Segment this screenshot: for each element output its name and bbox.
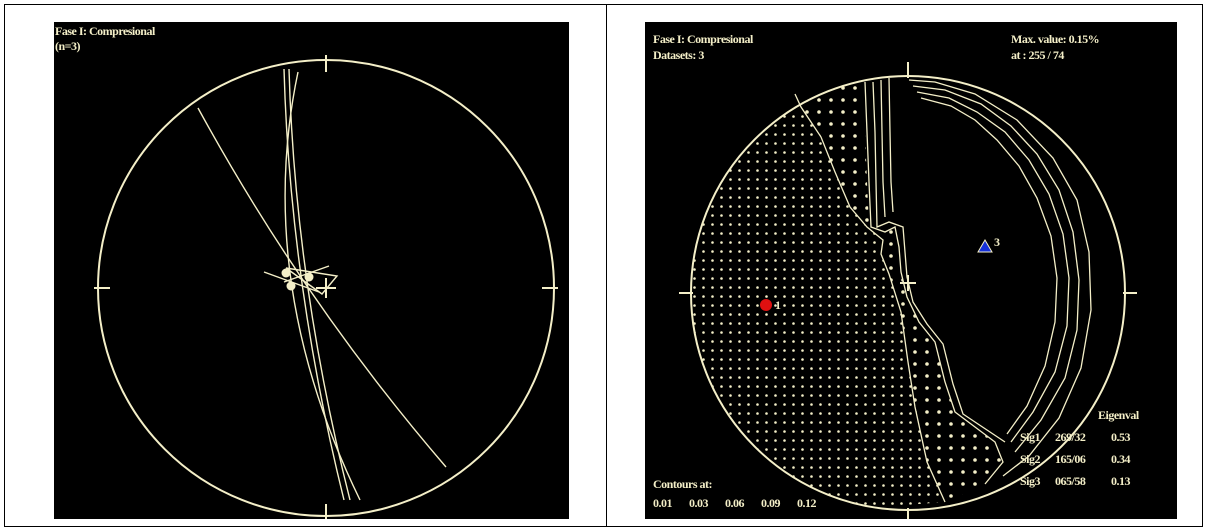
contours-label: Contours at:: [653, 477, 713, 491]
great-circle-4: [284, 71, 361, 501]
pole-point-1: [281, 268, 291, 278]
contour-line-1: [794, 93, 946, 503]
eigenvalue-value: 0.34: [1111, 452, 1131, 466]
eigenvalue-value: 0.53: [1111, 430, 1131, 444]
contour-line-4: [880, 79, 886, 218]
sigma3-marker: [977, 239, 993, 253]
sigma1-label: 1: [775, 298, 781, 312]
column-divider: [606, 4, 607, 527]
density-zone-mid: [795, 82, 1003, 502]
pole-point-3: [286, 281, 296, 291]
contour-edge-1: [908, 79, 1092, 477]
eigenvalue-name: Sig3: [1020, 474, 1041, 488]
sigma1-marker: [760, 299, 772, 311]
eigenvalue-orientation: 269/32: [1055, 430, 1086, 444]
max-value-label: Max. value: 0.15%: [1011, 32, 1100, 46]
contour-level: 0.03: [689, 496, 709, 510]
left-panel-count: (n=3): [55, 39, 81, 53]
great-circle-1: [197, 107, 447, 468]
eigenvalue-orientation: 065/58: [1055, 474, 1086, 488]
contour-edge-4: [920, 97, 1058, 435]
contour-edge-2: [912, 85, 1080, 453]
contour-line-3: [872, 81, 1006, 443]
pole-point-2: [304, 272, 314, 282]
contour-line-2: [864, 81, 1004, 485]
contour-edge-3: [916, 91, 1070, 443]
contour-line-5: [888, 77, 894, 213]
density-zone-high: [691, 82, 945, 510]
density-stereonet: [679, 62, 1137, 519]
eigenvalue-name: Sig2: [1020, 452, 1041, 466]
density-stereonet-panel: Fase I: Compresional Datasets: 3 Max. va…: [645, 22, 1177, 519]
great-circle-stereonet-panel: Fase I: Compresional (n=3): [54, 22, 569, 519]
max-value-location: at : 255 / 74: [1011, 48, 1064, 62]
eigenvalue-orientation: 165/06: [1055, 452, 1086, 466]
page-frame: [4, 4, 1203, 527]
eigenvalue-header: Eigenval: [1098, 408, 1139, 422]
eigenvalue-value: 0.13: [1111, 474, 1131, 488]
contour-level: 0.06: [725, 496, 745, 510]
contour-level: 0.09: [761, 496, 781, 510]
contour-level: 0.12: [797, 496, 817, 510]
eigenvalue-name: Sig1: [1020, 430, 1041, 444]
left-panel-title: Fase I: Compresional: [55, 24, 155, 38]
great-circle-2: [283, 68, 345, 501]
right-panel-datasets: Datasets: 3: [653, 48, 704, 62]
contour-level: 0.01: [653, 496, 673, 510]
sigma3-label: 3: [994, 235, 1000, 249]
right-panel-title: Fase I: Compresional: [653, 32, 753, 46]
great-circle-stereonet: [94, 55, 558, 519]
